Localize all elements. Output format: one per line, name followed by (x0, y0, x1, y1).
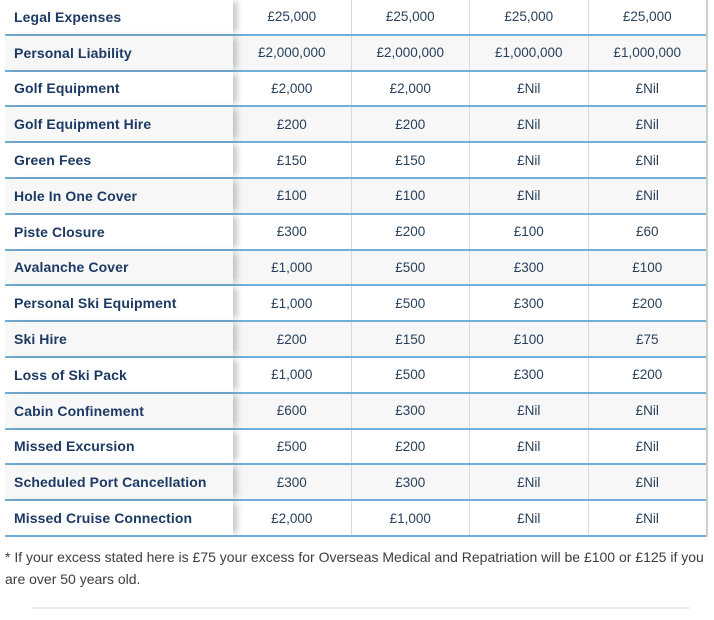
cell-value: £Nil (635, 510, 659, 526)
excess-footnote: * If your excess stated here is £75 your… (5, 548, 704, 588)
cell-value: £200 (352, 214, 470, 249)
cell-value: £Nil (470, 429, 589, 464)
table-row: Ski Hire £200 £150 £100 £75 (5, 322, 708, 358)
cell-value: £Nil (635, 188, 659, 204)
table-row: Avalanche Cover £1,000 £500 £300 £100 (5, 250, 708, 287)
cell-value: £200 (632, 295, 663, 311)
row-label: Golf Equipment (5, 71, 233, 106)
cell-value: £Nil (470, 501, 589, 535)
row-label: Cabin Confinement (5, 393, 233, 428)
cell-value: £Nil (635, 474, 659, 490)
cell-value: £150 (352, 143, 470, 177)
cell-value: £1,000 (233, 357, 352, 392)
table-row: Golf Equipment £2,000 £2,000 £Nil £Nil (5, 71, 708, 108)
cell-value: £25,000 (470, 0, 589, 34)
table-row: Missed Cruise Connection £2,000 £1,000 £Nil… (5, 501, 708, 537)
cell-value: £300 (233, 465, 352, 500)
benefits-table[interactable]: Legal Expenses £25,000 £25,000 £25,000 £25,0… (5, 0, 708, 537)
table-row: Cabin Confinement £600 £300 £Nil £Nil (5, 393, 708, 430)
cell-value: £1,000 (233, 250, 352, 285)
cell-value: £300 (352, 465, 470, 500)
row-label: Hole In One Cover (5, 178, 233, 213)
row-label: Legal Expenses (5, 0, 233, 34)
cell-value: £150 (233, 143, 352, 177)
cell-value: £1,000 (352, 501, 470, 535)
cell-value: £Nil (470, 143, 589, 177)
cell-value: £2,000,000 (352, 35, 470, 70)
cell-value: £75 (635, 331, 659, 347)
cell-value: £200 (233, 107, 352, 142)
cell-value: £100 (233, 178, 352, 213)
row-label: Missed Cruise Connection (5, 501, 233, 535)
bottom-divider (32, 606, 690, 609)
cell-value: £600 (233, 393, 352, 428)
cell-value: £100 (632, 259, 663, 275)
cell-value: £2,000 (352, 71, 470, 106)
cell-value: £200 (352, 429, 470, 464)
row-label: Personal Ski Equipment (5, 286, 233, 321)
row-label: Green Fees (5, 143, 233, 177)
cell-value: £500 (352, 286, 470, 321)
table-row: Missed Excursion £500 £200 £Nil £Nil (5, 429, 708, 466)
cell-value: £200 (233, 322, 352, 356)
cell-value: £Nil (635, 116, 659, 132)
cell-value: £100 (352, 178, 470, 213)
table-row: Golf Equipment Hire £200 £200 £Nil £Nil (5, 107, 708, 144)
cell-value: £300 (352, 393, 470, 428)
cell-value: £Nil (470, 71, 589, 106)
table-row: Legal Expenses £25,000 £25,000 £25,000 £25,0… (5, 0, 708, 36)
cell-value: £Nil (470, 465, 589, 500)
cell-value: £300 (470, 250, 589, 285)
cell-value: £500 (352, 250, 470, 285)
cell-value: £25,000 (622, 9, 672, 25)
cell-value: £100 (470, 214, 589, 249)
cell-value: £500 (233, 429, 352, 464)
cell-value: £100 (470, 322, 589, 356)
row-label: Scheduled Port Cancellation (5, 465, 233, 500)
cell-value: £2,000 (233, 71, 352, 106)
cell-value: £500 (352, 357, 470, 392)
row-label: Avalanche Cover (5, 250, 233, 285)
cell-value: £1,000,000 (470, 35, 589, 70)
row-label: Ski Hire (5, 322, 233, 356)
row-label: Golf Equipment Hire (5, 107, 233, 142)
table-row: Scheduled Port Cancellation £300 £300 £Nil £… (5, 465, 708, 502)
table-row: Green Fees £150 £150 £Nil £Nil (5, 143, 708, 179)
cell-value: £300 (470, 357, 589, 392)
cell-value: £Nil (470, 178, 589, 213)
cell-value: £300 (233, 214, 352, 249)
cell-value: £1,000,000 (613, 45, 682, 61)
cell-value: £Nil (635, 438, 659, 454)
cell-value: £2,000,000 (233, 35, 352, 70)
cell-value: £Nil (470, 107, 589, 142)
cell-value: £200 (632, 367, 663, 383)
row-label: Missed Excursion (5, 429, 233, 464)
table-row: Loss of Ski Pack £1,000 £500 £300 £200 (5, 357, 708, 394)
table-row: Personal Ski Equipment £1,000 £500 £300 £200 (5, 286, 708, 323)
cell-value: £1,000 (233, 286, 352, 321)
table-row: Hole In One Cover £100 £100 £Nil £Nil (5, 178, 708, 215)
cell-value: £Nil (470, 393, 589, 428)
row-label: Loss of Ski Pack (5, 357, 233, 392)
cell-value: £Nil (635, 152, 659, 168)
cell-value: £2,000 (233, 501, 352, 535)
cell-value: £25,000 (233, 0, 352, 34)
cell-value: £150 (352, 322, 470, 356)
cell-value: £Nil (635, 403, 659, 419)
cell-value: £200 (352, 107, 470, 142)
cell-value: £25,000 (352, 0, 470, 34)
table-row: Piste Closure £300 £200 £100 £60 (5, 214, 708, 251)
row-label: Piste Closure (5, 214, 233, 249)
table-row: Personal Liability £2,000,000 £2,000,000 £1… (5, 35, 708, 72)
cell-value: £Nil (635, 80, 659, 96)
row-label: Personal Liability (5, 35, 233, 70)
cell-value: £300 (470, 286, 589, 321)
cell-value: £60 (635, 224, 659, 240)
